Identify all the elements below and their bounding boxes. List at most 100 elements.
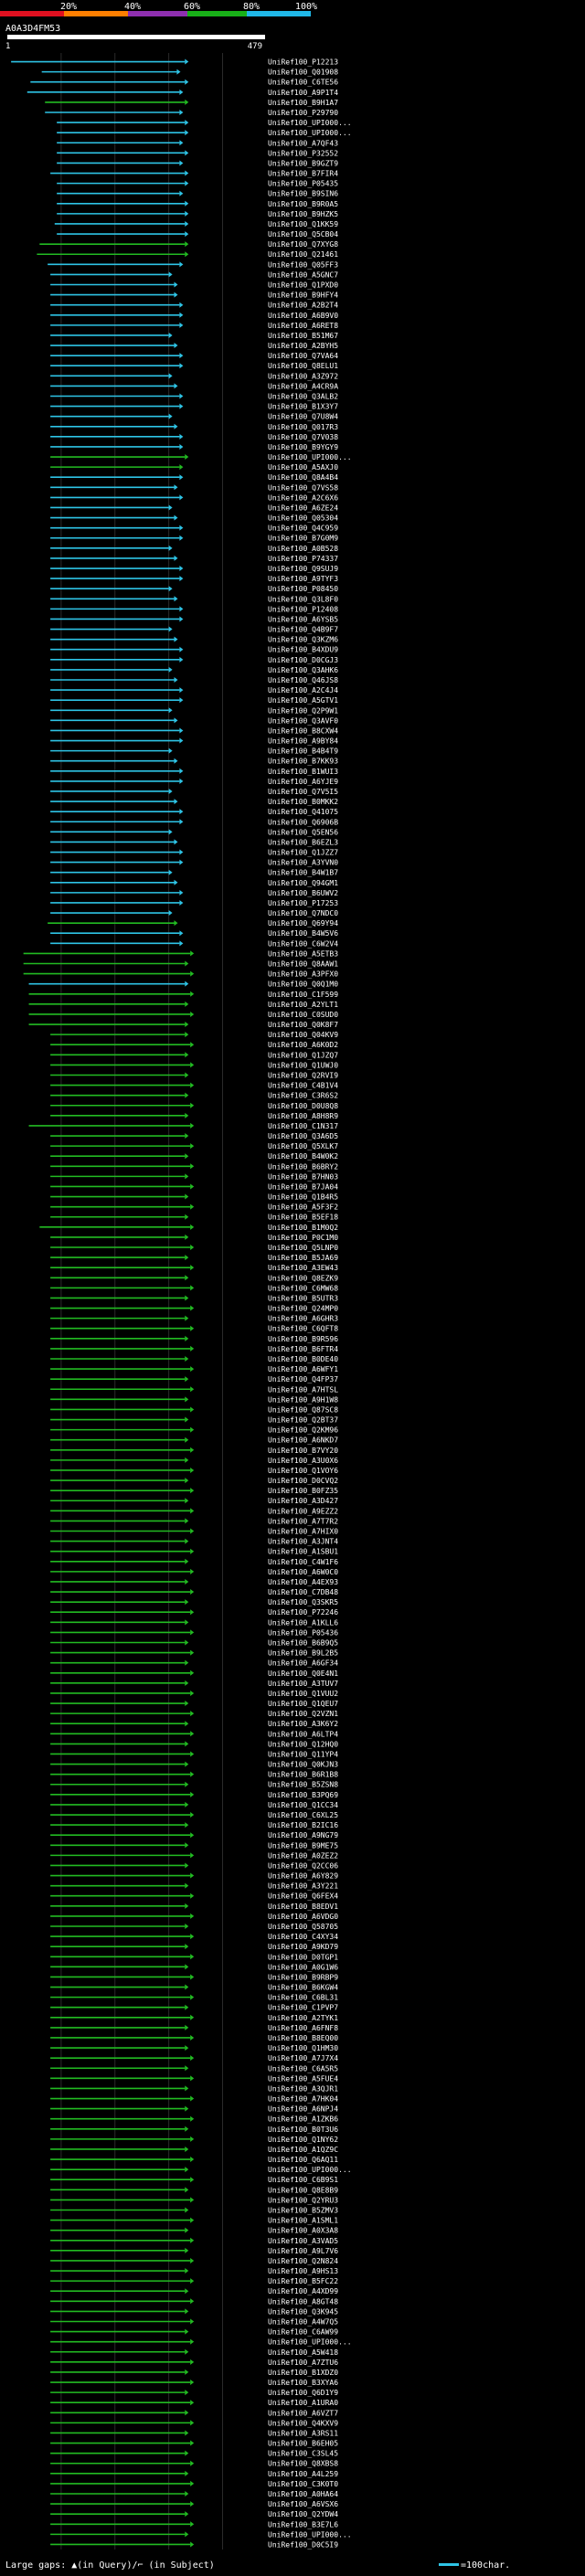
hit-label[interactable]: UniRef100_B1WUI3 [268,768,338,776]
hit-label[interactable]: UniRef100_Q12HQ0 [268,1740,338,1748]
hit-label[interactable]: UniRef100_B6B9Q5 [268,1638,338,1647]
hit-label[interactable]: UniRef100_A6VDG0 [268,1913,338,1921]
hit-label[interactable]: UniRef100_B9R0A5 [268,200,338,208]
hit-label[interactable]: UniRef100_B4W1B7 [268,869,338,877]
hit-label[interactable]: UniRef100_C6QFT8 [268,1325,338,1333]
hit-label[interactable]: UniRef100_Q3L8F0 [268,595,338,603]
hit-label[interactable]: UniRef100_A7HIX0 [268,1528,338,1536]
hit-label[interactable]: UniRef100_Q1VOY6 [268,1467,338,1475]
hit-label[interactable]: UniRef100_A7QF43 [268,139,338,147]
hit-label[interactable]: UniRef100_B7G0M9 [268,535,338,543]
hit-label[interactable]: UniRef100_B5FC22 [268,2277,338,2285]
hit-label[interactable]: UniRef100_B7KK93 [268,758,338,766]
hit-label[interactable]: UniRef100_A3Z972 [268,372,338,380]
hit-label[interactable]: UniRef100_P29790 [268,109,338,117]
hit-label[interactable]: UniRef100_C6W2V4 [268,939,338,948]
hit-label[interactable]: UniRef100_Q21461 [268,250,338,259]
hit-label[interactable]: UniRef100_UPI000... [268,453,352,461]
hit-label[interactable]: UniRef100_Q3SKR5 [268,1598,338,1606]
hit-label[interactable]: UniRef100_A7HK04 [268,2095,338,2104]
hit-label[interactable]: UniRef100_Q1JZZ7 [268,849,338,857]
hit-label[interactable]: UniRef100_Q7V038 [268,433,338,441]
hit-label[interactable]: UniRef100_Q1UWJ0 [268,1061,338,1069]
hit-label[interactable]: UniRef100_C1PVP7 [268,2004,338,2012]
hit-label[interactable]: UniRef100_B6KGW4 [268,1984,338,1992]
hit-label[interactable]: UniRef100_Q8A4B4 [268,473,338,482]
hit-label[interactable]: UniRef100_Q8AAW1 [268,960,338,969]
hit-label[interactable]: UniRef100_Q2YDW4 [268,2510,338,2518]
hit-label[interactable]: UniRef100_A6VSX6 [268,2500,338,2508]
hit-label[interactable]: UniRef100_Q11YP4 [268,1750,338,1758]
hit-label[interactable]: UniRef100_B8EDV1 [268,1903,338,1911]
hit-label[interactable]: UniRef100_B8CXW4 [268,726,338,735]
hit-label[interactable]: UniRef100_D0CVQ2 [268,1477,338,1485]
hit-label[interactable]: UniRef100_A7ZTU6 [268,2359,338,2367]
hit-label[interactable]: UniRef100_A1SML1 [268,2217,338,2225]
hit-label[interactable]: UniRef100_B0FZ35 [268,1487,338,1495]
hit-label[interactable]: UniRef100_A0X3A8 [268,2227,338,2235]
hit-label[interactable]: UniRef100_D0CGJ3 [268,656,338,664]
hit-label[interactable]: UniRef100_Q1VUU2 [268,1690,338,1698]
hit-label[interactable]: UniRef100_A6ZE24 [268,504,338,512]
hit-label[interactable]: UniRef100_C0SUD0 [268,1011,338,1019]
hit-label[interactable]: UniRef100_A6K0D2 [268,1041,338,1049]
hit-label[interactable]: UniRef100_B0T3U6 [268,2125,338,2134]
hit-label[interactable]: UniRef100_A6B9V0 [268,312,338,320]
hit-label[interactable]: UniRef100_A5ETB3 [268,949,338,958]
hit-label[interactable]: UniRef100_B1XDZ0 [268,2369,338,2377]
hit-label[interactable]: UniRef100_A6LTP4 [268,1730,338,1738]
hit-label[interactable]: UniRef100_P72246 [268,1608,338,1617]
hit-label[interactable]: UniRef100_Q7XYG8 [268,240,338,249]
hit-label[interactable]: UniRef100_B9SIN6 [268,190,338,198]
hit-label[interactable]: UniRef100_Q2VZN1 [268,1710,338,1718]
hit-label[interactable]: UniRef100_B4W5V6 [268,929,338,938]
hit-label[interactable]: UniRef100_A4CR9A [268,382,338,390]
hit-label[interactable]: UniRef100_A5F3F2 [268,1203,338,1212]
hit-label[interactable]: UniRef100_A4XD99 [268,2287,338,2295]
hit-label[interactable]: UniRef100_A5GTV1 [268,696,338,705]
hit-label[interactable]: UniRef100_A9TYF3 [268,575,338,583]
hit-label[interactable]: UniRef100_A2C4J4 [268,686,338,694]
hit-label[interactable]: UniRef100_UPI000... [268,119,352,127]
hit-label[interactable]: UniRef100_Q1QEU7 [268,1700,338,1708]
hit-label[interactable]: UniRef100_A5AXJ0 [268,463,338,472]
hit-label[interactable]: UniRef100_B5ZSN8 [268,1781,338,1789]
hit-label[interactable]: UniRef100_Q9SUJ9 [268,565,338,573]
hit-label[interactable]: UniRef100_B9ME75 [268,1841,338,1850]
hit-label[interactable]: UniRef100_Q94GM1 [268,879,338,887]
hit-label[interactable]: UniRef100_B1M0Q2 [268,1224,338,1232]
hit-label[interactable]: UniRef100_UPI000... [268,129,352,137]
hit-label[interactable]: UniRef100_Q3ALB2 [268,392,338,400]
hit-label[interactable]: UniRef100_A6W0C0 [268,1568,338,1576]
hit-label[interactable]: UniRef100_B5ZMV3 [268,2207,338,2215]
hit-label[interactable]: UniRef100_B0MKK2 [268,798,338,806]
hit-label[interactable]: UniRef100_B8EQ00 [268,2034,338,2042]
hit-label[interactable]: UniRef100_C6BL31 [268,1994,338,2002]
hit-label[interactable]: UniRef100_A3PFX0 [268,970,338,979]
hit-label[interactable]: UniRef100_Q3A6D5 [268,1132,338,1140]
hit-label[interactable]: UniRef100_Q41075 [268,808,338,816]
hit-label[interactable]: UniRef100_A3EW43 [268,1264,338,1272]
hit-label[interactable]: UniRef100_Q6FEX4 [268,1892,338,1901]
hit-label[interactable]: UniRef100_A3TUV7 [268,1680,338,1688]
hit-label[interactable]: UniRef100_A3Y221 [268,1882,338,1891]
hit-label[interactable]: UniRef100_A9BY84 [268,737,338,746]
hit-label[interactable]: UniRef100_P05435 [268,180,338,188]
hit-label[interactable]: UniRef100_D0TGP1 [268,1953,338,1961]
hit-label[interactable]: UniRef100_B1X3Y7 [268,403,338,411]
hit-label[interactable]: UniRef100_B5JA69 [268,1254,338,1262]
hit-label[interactable]: UniRef100_C7DB48 [268,1588,338,1596]
hit-label[interactable]: UniRef100_A6NKD7 [268,1436,338,1445]
hit-label[interactable]: UniRef100_C3K0T0 [268,2480,338,2488]
hit-label[interactable]: UniRef100_Q8XBS8 [268,2460,338,2468]
hit-label[interactable]: UniRef100_B7VY20 [268,1447,338,1455]
hit-label[interactable]: UniRef100_C4B1V4 [268,1082,338,1090]
hit-label[interactable]: UniRef100_A0ZEZ2 [268,1851,338,1860]
hit-label[interactable]: UniRef100_A4L259 [268,2470,338,2478]
hit-label[interactable]: UniRef100_B7HN03 [268,1172,338,1181]
hit-label[interactable]: UniRef100_D0C5I9 [268,2540,338,2549]
hit-label[interactable]: UniRef100_A5GNC7 [268,270,338,279]
hit-label[interactable]: UniRef100_A0G1W6 [268,1963,338,1971]
hit-label[interactable]: UniRef100_A3YVN0 [268,859,338,867]
hit-label[interactable]: UniRef100_Q0E4N1 [268,1670,338,1678]
